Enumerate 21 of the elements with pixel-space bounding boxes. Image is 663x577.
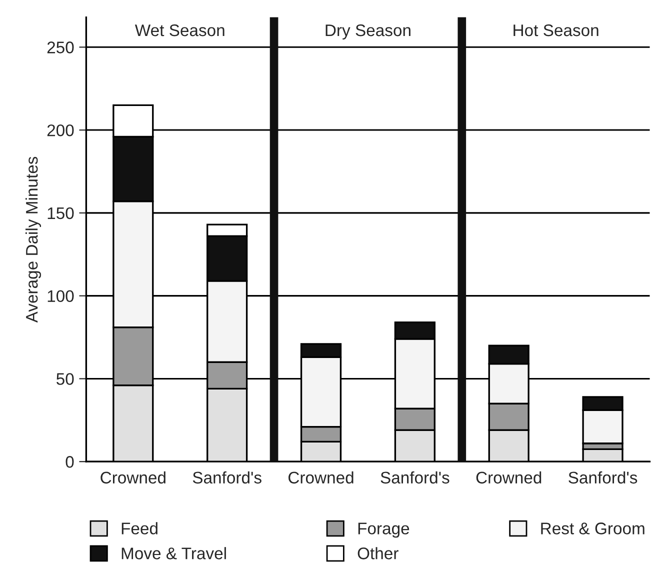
- annotation: Wet Season: [134, 24, 224, 36]
- x-tick-label: Sanford's: [192, 471, 262, 484]
- x-tick-label: Crowned: [288, 471, 354, 484]
- legend-label: Forage: [358, 522, 410, 538]
- x-tick-label: Sanford's: [568, 471, 638, 484]
- y-axis-title: Average Daily Minutes: [25, 156, 42, 323]
- y-tick-label: 100: [48, 290, 74, 302]
- legend-label: Feed: [122, 522, 158, 534]
- y-tick-label: 0: [66, 456, 74, 468]
- legend-label: Move & Travel: [122, 547, 226, 560]
- y-tick-label: 50: [56, 373, 74, 385]
- legend-label: Other: [358, 547, 398, 560]
- x-tick-label: Crowned: [476, 471, 542, 484]
- x-tick-label: Sanford's: [380, 471, 450, 484]
- legend-label: Rest & Groom: [541, 522, 644, 534]
- y-tick-label: 250: [47, 42, 74, 54]
- annotation: Hot Season: [514, 24, 598, 36]
- y-tick-label: 150: [48, 207, 74, 220]
- y-tick-label: 200: [47, 124, 74, 136]
- x-tick-label: Crowned: [100, 471, 166, 484]
- annotation: Dry Season: [326, 24, 410, 40]
